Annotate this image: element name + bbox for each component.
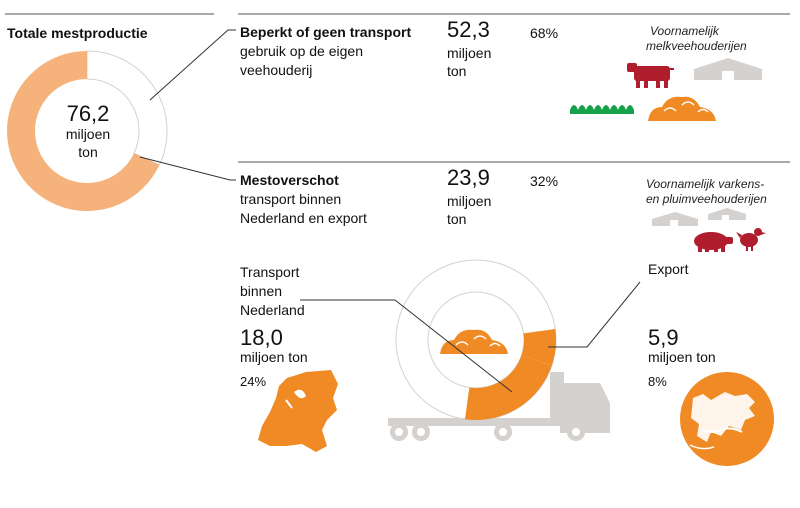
local-desc-line2: veehouderij: [240, 62, 313, 78]
connector-export: [548, 281, 641, 348]
export-percent: 8%: [648, 374, 667, 389]
cow-icon: [627, 63, 674, 88]
manure-heap-icon-center: [440, 329, 508, 354]
total-title: Totale mestproductie: [7, 25, 148, 41]
domestic-value: 18,0: [240, 325, 283, 350]
barn-icon-small-2: [708, 208, 746, 220]
surplus-donut-export-segment: [521, 328, 556, 366]
total-unit-line1: miljoen: [65, 126, 111, 142]
surplus-donut-domestic-segment: [464, 355, 552, 421]
domestic-unit: miljoen ton: [240, 349, 308, 365]
total-unit-line2: ton: [78, 144, 98, 160]
surplus-title: Mestoverschot: [240, 172, 339, 188]
export-value: 5,9: [648, 325, 679, 350]
domestic-label-line1: Transport: [240, 264, 300, 280]
local-title: Beperkt of geen transport: [240, 24, 412, 40]
total-donut-local-segment: [7, 51, 160, 212]
total-donut-surplus-segment: [86, 50, 168, 166]
local-value: 52,3: [447, 17, 490, 42]
surplus-unit-line1: miljoen: [447, 193, 492, 209]
barn-icon: [694, 58, 762, 80]
domestic-label-line2: binnen: [240, 283, 283, 299]
domestic-percent: 24%: [240, 374, 267, 389]
surplus-desc-line1: transport binnen: [240, 191, 342, 207]
manure-heap-icon: [648, 96, 716, 121]
surplus-note-line2: en pluimveehouderijen: [646, 192, 767, 206]
barn-icon-small-1: [652, 212, 698, 226]
truck-icon: [388, 372, 610, 441]
export-label: Export: [648, 261, 689, 277]
surplus-note-line1: Voornamelijk varkens-: [646, 177, 765, 191]
local-unit-line2: ton: [447, 63, 467, 79]
local-note-line1: Voornamelijk: [650, 24, 719, 38]
chicken-icon: [736, 228, 766, 251]
total-value: 76,2: [66, 101, 110, 126]
surplus-percent: 32%: [530, 173, 559, 189]
surplus-unit-line2: ton: [447, 211, 467, 227]
local-desc-line1: gebruik op de eigen: [240, 43, 363, 59]
surplus-donut: [395, 259, 557, 421]
grass-icon: [570, 105, 634, 114]
connector-domestic: [300, 299, 513, 393]
connector-surplus: [139, 156, 236, 181]
local-percent: 68%: [530, 25, 559, 41]
surplus-desc-line2: Nederland en export: [240, 210, 367, 226]
connector-local: [149, 29, 236, 101]
domestic-label-line3: Nederland: [240, 302, 305, 318]
local-note-line2: melkveehouderijen: [646, 39, 747, 53]
local-unit-line1: miljoen: [447, 45, 492, 61]
surplus-value: 23,9: [447, 165, 490, 190]
pig-icon: [694, 232, 733, 252]
export-unit: miljoen ton: [648, 349, 716, 365]
total-donut: [7, 50, 168, 212]
europe-globe-icon: [680, 372, 774, 466]
netherlands-map-icon: [258, 370, 338, 452]
